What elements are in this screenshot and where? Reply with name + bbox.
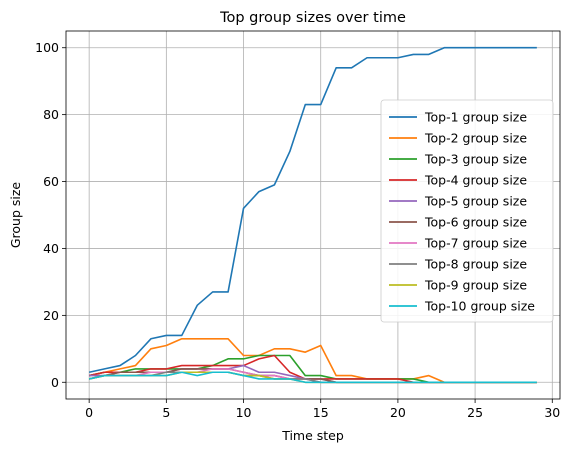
legend-label: Top-1 group size (424, 110, 527, 125)
axis-ticks: 0 5 10 15 20 25 30 0 20 40 60 80 100 (35, 40, 560, 420)
legend-box (380, 99, 554, 323)
legend-label: Top-6 group size (424, 215, 527, 230)
y-tick-label: 20 (43, 308, 59, 323)
legend-label: Top-8 group size (424, 257, 527, 272)
chart-title: Top group sizes over time (219, 10, 406, 26)
x-tick-label: 5 (162, 405, 170, 420)
series-line-top-1 (88, 46, 537, 374)
y-tick-label: 100 (35, 40, 59, 55)
x-tick-label: 20 (390, 405, 406, 420)
x-tick-label: 10 (236, 405, 252, 420)
legend-label: Top-4 group size (424, 173, 527, 188)
legend-label: Top-5 group size (424, 194, 527, 209)
series-layer (88, 46, 537, 384)
plot-frame (65, 30, 561, 400)
legend: Top-1 group size Top-2 group size Top-3 gr… (380, 99, 554, 323)
y-tick-label: 40 (43, 241, 59, 256)
legend-label: Top-3 group size (424, 152, 527, 167)
legend-label: Top-10 group size (424, 299, 535, 314)
x-tick-label: 30 (544, 405, 560, 420)
x-axis-label: Time step (281, 428, 344, 443)
x-tick-label: 0 (85, 405, 93, 420)
series-line-top-10 (88, 371, 537, 384)
y-tick-label: 60 (43, 174, 59, 189)
y-tick-label: 0 (51, 375, 59, 390)
y-tick-label: 80 (43, 107, 59, 122)
series-line-top-8 (88, 371, 537, 384)
legend-label: Top-9 group size (424, 278, 527, 293)
x-tick-label: 15 (313, 405, 329, 420)
legend-label: Top-7 group size (424, 236, 527, 251)
y-axis-label: Group size (8, 182, 23, 249)
x-tick-label: 25 (467, 405, 483, 420)
legend-label: Top-2 group size (424, 131, 527, 146)
